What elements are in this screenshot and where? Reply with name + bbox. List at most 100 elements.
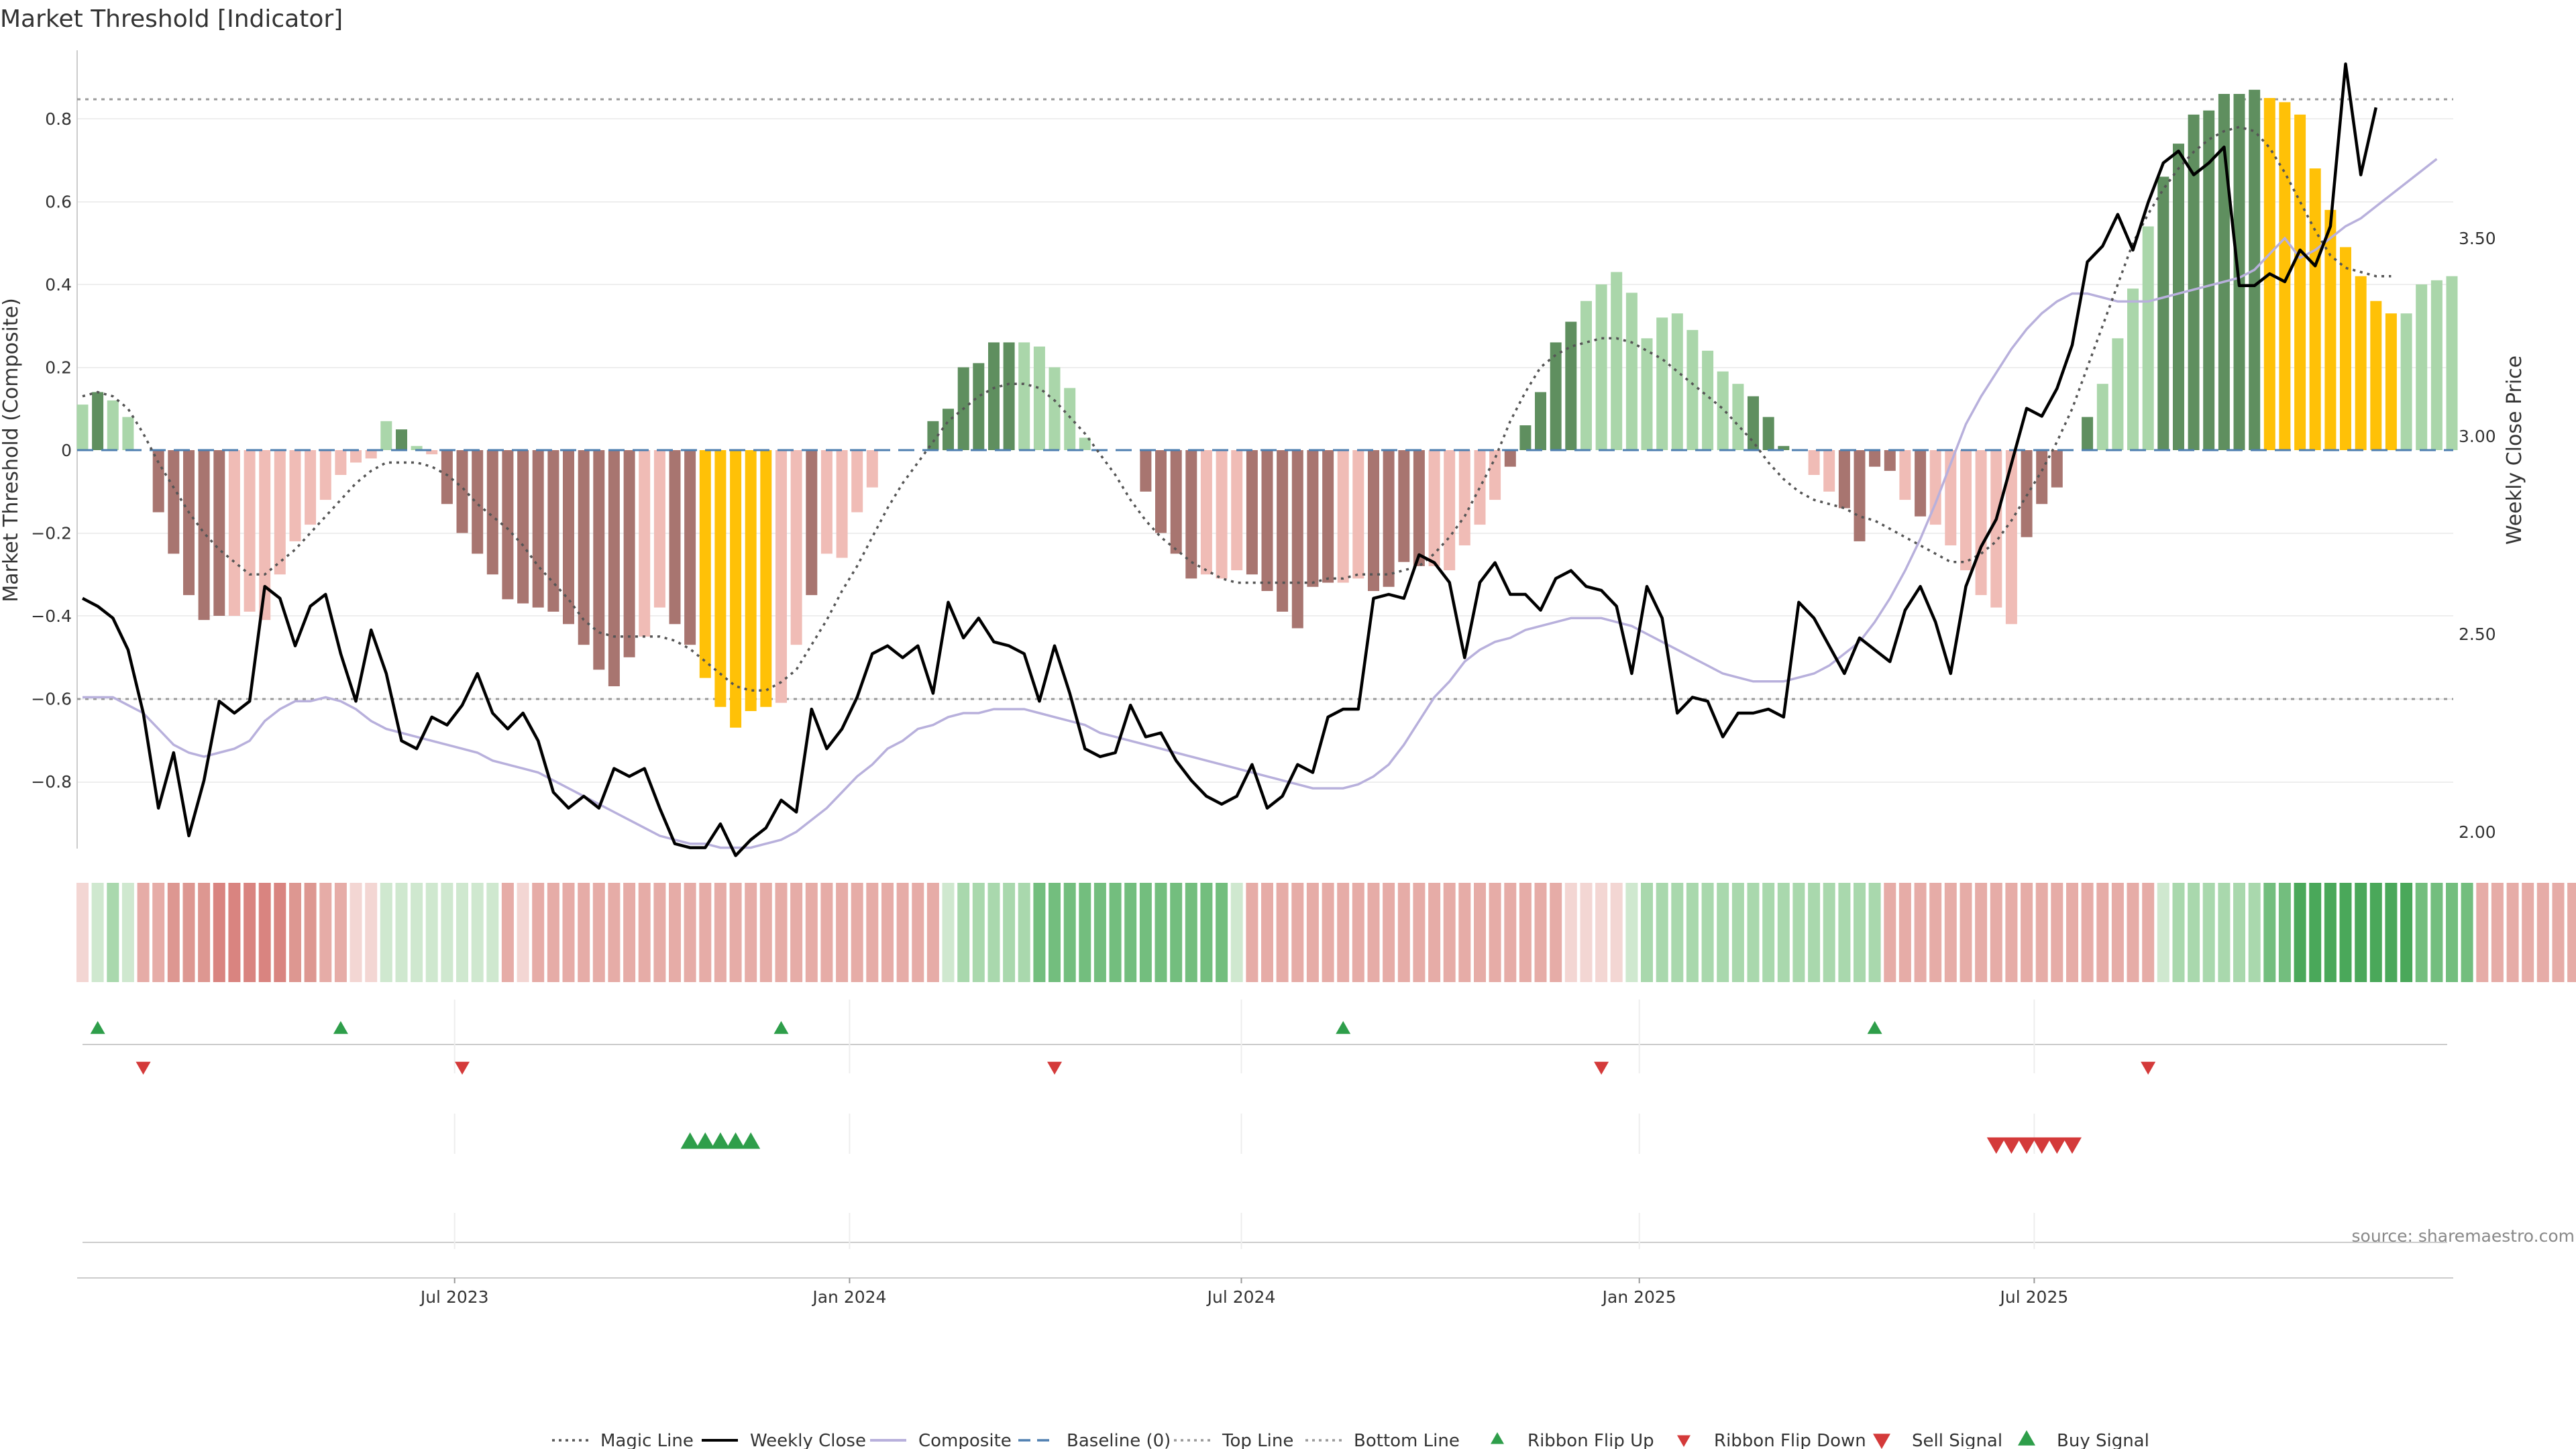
composite-bar [1246,450,1258,575]
ribbon-segment [289,883,301,982]
ribbon-segment [1898,883,1911,982]
ribbon-segment [2142,883,2155,982]
composite-bar [380,421,392,450]
y2-tick-label: 3.00 [2459,427,2496,446]
ribbon-segment [517,883,529,982]
composite-bar [1519,425,1532,450]
ribbon-segment [1823,883,1835,982]
ribbon-segment [471,883,484,982]
composite-bar [1899,450,1911,500]
ribbon-segment [1656,883,1668,982]
composite-bar [319,450,331,500]
ribbon-segment [775,883,788,982]
composite-bar [1778,445,1790,450]
ribbon-segment [1049,883,1061,982]
ribbon-segment [2491,883,2504,982]
composite-bar [1474,450,1486,525]
ribbon-segment [121,883,134,982]
composite-bar [1915,450,1927,517]
composite-bars [76,89,2458,728]
composite-bar [1200,450,1212,575]
composite-bar [1823,450,1835,492]
ribbon-segment [1884,883,1896,982]
ribbon-segment [745,883,757,982]
ribbon-segment [851,883,863,982]
legend-label: Ribbon Flip Up [1527,1431,1654,1449]
composite-bar [152,450,164,513]
ribbon-segment [1443,883,1456,982]
composite-bar [1975,450,1987,596]
ribbon-segment [2005,883,2018,982]
composite-bar [2082,417,2094,450]
ribbon-segment [486,883,499,982]
ribbon-segment [2339,883,2352,982]
ribbon-segment [198,883,211,982]
x-tick-label: Jan 2025 [1601,1287,1676,1307]
ribbon-segment [2188,883,2200,982]
ribbon-segment [957,883,970,982]
ribbon-segment [1550,883,1562,982]
composite-bar [1261,450,1273,591]
ribbon-segment [1854,883,1866,982]
ribbon-segment [2294,883,2306,982]
y-tick-label: 0.2 [45,358,72,378]
ribbon-segment [91,883,104,982]
ribbon-segment [1185,883,1197,982]
composite-bar [107,400,119,450]
composite-bar [1033,346,1045,450]
ribbon-segment [1808,883,1821,982]
ribbon-segment [1610,883,1623,982]
composite-bar [168,450,180,554]
ribbon-segment [2476,883,2489,982]
composite-bar [2294,114,2306,451]
ribbon-segment [1777,883,1790,982]
ribbon-segment [653,883,666,982]
ribbon-segment [562,883,575,982]
composite-bar [684,450,696,645]
ribbon-segment [532,883,545,982]
composite-bar [2400,313,2412,450]
composite-bar [1565,321,1577,450]
ribbon-segment [395,883,408,982]
composite-bar [2051,450,2063,488]
ribbon-segment [2415,883,2428,982]
composite-bar [2173,144,2184,450]
composite-bar [274,450,286,575]
composite-bar [608,450,620,686]
ribbon-segment [1564,883,1577,982]
y-axis-label: Market Threshold (Composite) [0,298,23,602]
ribbon-flip-up-marker [1867,1021,1882,1034]
composite-bar [820,450,833,554]
ribbon-segment [2430,883,2443,982]
ribbon-segment [1200,883,1213,982]
legend-label: Sell Signal [1912,1431,2002,1449]
legend-label: Magic Line [600,1431,694,1449]
composite-bar [1337,450,1349,583]
legend-label: Buy Signal [2057,1431,2149,1449]
ribbon-segment [1504,883,1517,982]
x-axis-ticks: Jul 2023 Jan 2024 Jul 2024 Jan 2025 Jul 2025 [419,1278,2068,1307]
weekly-close-line [81,62,2377,857]
ribbon-segment [1216,883,1228,982]
ribbon-segment [334,883,347,982]
ribbon-segment [1838,883,1851,982]
ribbon-segment [896,883,909,982]
y2-axis-ticks: 2.00 2.50 3.00 3.50 [2459,229,2496,842]
composite-bar [1291,450,1303,629]
ribbon-segment [1003,883,1016,982]
composite-bar [760,450,772,707]
ribbon-flip-up-marker [90,1021,105,1034]
composite-bar [730,450,742,728]
ribbon-segment [1792,883,1805,982]
composite-bar [1884,450,1896,471]
y-tick-label: −0.2 [31,524,72,543]
composite-bar [2355,276,2367,450]
x-tick-label: Jul 2025 [1999,1287,2069,1307]
composite-bar [2096,384,2108,450]
legend-label: Weekly Close [750,1431,866,1449]
ribbon-segment [608,883,621,982]
composite-bar [289,450,301,541]
composite-bar [2446,276,2458,450]
composite-bar [1413,450,1425,566]
composite-bar [775,450,787,703]
